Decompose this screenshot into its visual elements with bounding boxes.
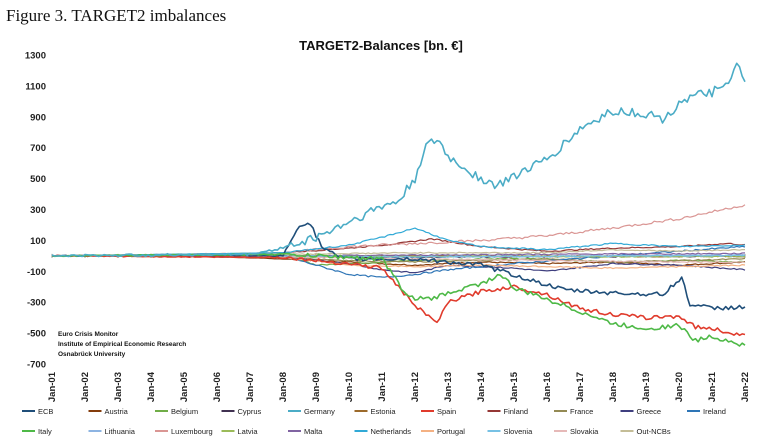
legend-label: Netherlands (371, 427, 412, 436)
x-tick-label: Jan-19 (641, 372, 652, 402)
annotation-line-1: Euro Crisis Monitor (58, 331, 119, 338)
x-tick-label: Jan-21 (707, 371, 718, 402)
chart-title: TARGET2-Balances [bn. €] (299, 38, 463, 53)
x-tick-label: Jan-18 (608, 372, 619, 402)
x-tick-label: Jan-12 (410, 372, 421, 402)
y-tick-label: 1300 (25, 51, 46, 62)
y-tick-label: 900 (30, 112, 46, 123)
legend-label: Slovakia (570, 427, 599, 436)
legend-label: Latvia (238, 427, 259, 436)
x-tick-label: Jan-01 (47, 371, 58, 402)
legend-label: Out-NCBs (637, 427, 671, 436)
y-tick-label: 500 (30, 174, 46, 185)
x-tick-label: Jan-02 (80, 372, 91, 402)
legend: ECB Austria Belgium Cyprus Germany Estonia Spa… (22, 407, 726, 436)
x-tick-label: Jan-07 (245, 372, 256, 402)
legend-label: Germany (304, 407, 335, 416)
legend-label: Austria (105, 407, 129, 416)
legend-label: ECB (38, 407, 53, 416)
y-tick-label: -700 (27, 360, 46, 371)
y-tick-label: -100 (27, 267, 46, 278)
legend-label: Cyprus (238, 407, 262, 416)
legend-label: Italy (38, 427, 52, 436)
x-tick-label: Jan-06 (212, 372, 223, 402)
annotation-line-3: Osnabrück University (58, 351, 126, 358)
y-tick-label: -500 (27, 329, 46, 340)
annotation-block: Euro Crisis Monitor Institute of Empiric… (58, 331, 186, 358)
y-tick-label: 100 (30, 236, 46, 247)
y-tick-label: 700 (30, 143, 46, 154)
x-tick-label: Jan-13 (443, 372, 454, 402)
series-line-spain (51, 254, 746, 337)
series-line-luxembourg (51, 204, 746, 257)
legend-label: France (570, 407, 593, 416)
x-tick-label: Jan-08 (278, 372, 289, 402)
series-lines (51, 62, 746, 347)
x-tick-label: Jan-20 (674, 372, 685, 402)
x-tick-label: Jan-05 (179, 371, 190, 402)
legend-label: Belgium (171, 407, 198, 416)
y-tick-label: 300 (30, 205, 46, 216)
x-tick-label: Jan-17 (575, 372, 586, 402)
x-tick-label: Jan-11 (377, 371, 388, 401)
x-tick-label: Jan-16 (542, 372, 553, 402)
legend-label: Slovenia (504, 427, 534, 436)
legend-label: Malta (304, 427, 323, 436)
y-tick-label: 1100 (25, 81, 46, 92)
x-tick-label: Jan-15 (509, 371, 520, 402)
series-line-germany (51, 62, 746, 258)
legend-label: Spain (437, 407, 456, 416)
x-tick-label: Jan-22 (740, 372, 751, 402)
x-tick-label: Jan-03 (113, 372, 124, 402)
legend-label: Greece (637, 407, 662, 416)
x-tick-label: Jan-10 (344, 372, 355, 402)
legend-label: Luxembourg (171, 427, 213, 436)
figure-caption: Figure 3. TARGET2 imbalances (6, 6, 227, 25)
series-line-italy (51, 252, 746, 347)
legend-label: Lithuania (105, 427, 136, 436)
legend-label: Finland (504, 407, 529, 416)
y-axis: 1300 1100 900 700 500 300 100 -100 -300 -500 -700 (25, 51, 46, 371)
annotation-line-2: Institute of Empirical Economic Research (58, 341, 186, 348)
x-tick-label: Jan-04 (146, 371, 157, 402)
legend-label: Ireland (703, 407, 726, 416)
series-line-netherlands (51, 227, 746, 257)
x-tick-label: Jan-09 (311, 372, 322, 402)
legend-label: Portugal (437, 427, 465, 436)
legend-label: Estonia (371, 407, 397, 416)
x-tick-label: Jan-14 (476, 371, 487, 402)
y-tick-label: -300 (27, 298, 46, 309)
